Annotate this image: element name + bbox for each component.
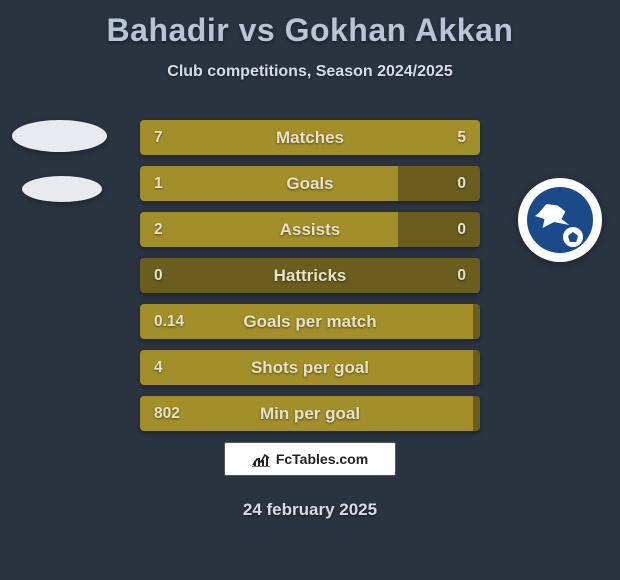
team-badge-inner: [527, 187, 593, 253]
stat-row: 802Min per goal: [140, 396, 480, 431]
placeholder-ellipse: [12, 120, 107, 152]
footer-date: 24 february 2025: [0, 500, 620, 520]
stat-row: 75Matches: [140, 120, 480, 155]
bar-label: Assists: [140, 220, 480, 240]
footer-logo[interactable]: FcTables.com: [224, 442, 396, 476]
placeholder-ellipse: [22, 176, 102, 202]
bar-label: Min per goal: [140, 404, 480, 424]
comparison-bars: 75Matches 10Goals 20Assists 00Hattricks 0.14…: [140, 120, 480, 442]
bar-label: Hattricks: [140, 266, 480, 286]
chart-icon: [252, 451, 270, 467]
stat-row: 20Assists: [140, 212, 480, 247]
page-title: Bahadir vs Gokhan Akkan: [0, 0, 620, 49]
stat-row: 10Goals: [140, 166, 480, 201]
right-team-badge: [518, 178, 602, 262]
stat-row: 00Hattricks: [140, 258, 480, 293]
page-subtitle: Club competitions, Season 2024/2025: [0, 63, 620, 81]
stat-row: 4Shots per goal: [140, 350, 480, 385]
footer-logo-text: FcTables.com: [276, 451, 368, 467]
bar-label: Matches: [140, 128, 480, 148]
bar-label: Goals per match: [140, 312, 480, 332]
eagle-icon: [535, 201, 573, 231]
left-player-placeholder: [0, 120, 107, 202]
ball-icon: [563, 227, 583, 247]
bar-label: Shots per goal: [140, 358, 480, 378]
stat-row: 0.14Goals per match: [140, 304, 480, 339]
bar-label: Goals: [140, 174, 480, 194]
